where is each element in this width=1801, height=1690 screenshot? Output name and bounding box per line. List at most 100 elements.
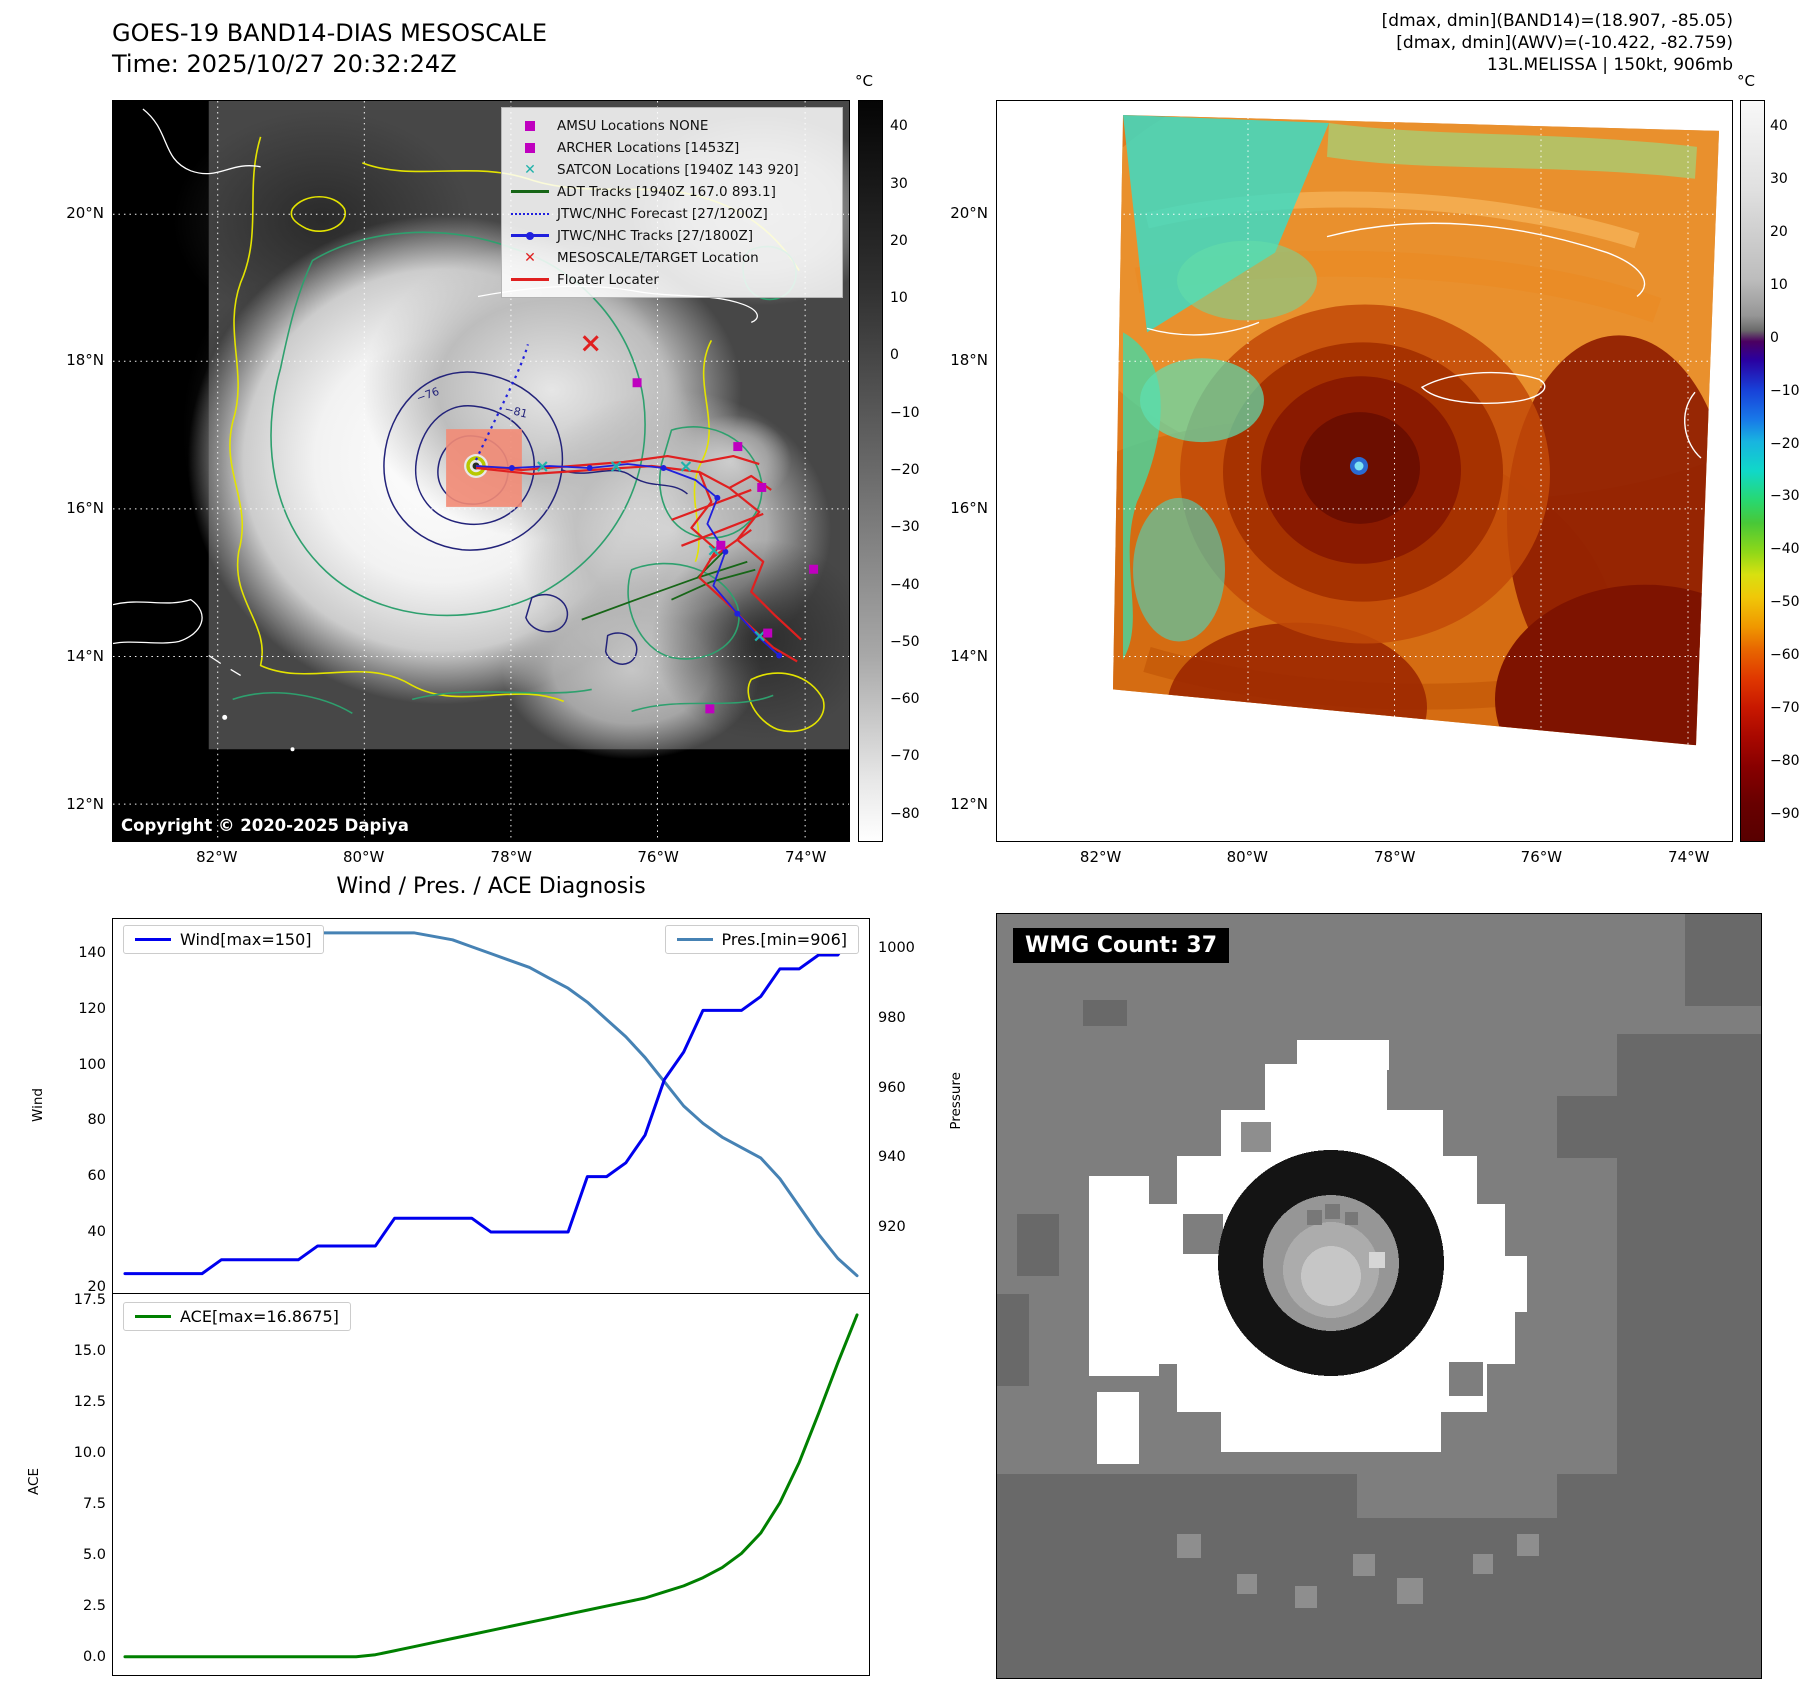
legend-label: ADT Tracks [1940Z 167.0 893.1] [557, 183, 776, 200]
line-marker-icon [511, 212, 549, 215]
lon-tick-label: 80°W [1226, 848, 1269, 866]
series-line [123, 925, 859, 1276]
wind-legend-line [135, 937, 171, 942]
square-marker-icon [511, 141, 549, 155]
legend-label: AMSU Locations NONE [557, 117, 709, 134]
colorbar-tick-label: 30 [1770, 171, 1788, 188]
line-marker-icon [511, 273, 549, 287]
colorbar-tick-label: −50 [890, 633, 920, 650]
ace-legend-label: ACE[max=16.8675] [180, 1307, 339, 1326]
colorbar-tick-label: −80 [1770, 752, 1800, 769]
colorbar-tick-label: −20 [1770, 435, 1800, 452]
legend-label: JTWC/NHC Tracks [27/1800Z] [557, 227, 754, 244]
ace-chart: ACE[max=16.8675] [112, 1293, 870, 1676]
colorbar-tick-label: −10 [1770, 382, 1800, 399]
lat-tick-label: 18°N [950, 351, 988, 370]
dot-marker-icon [526, 231, 534, 240]
pressure-legend-label: Pres.[min=906] [721, 930, 847, 949]
dotted-marker-icon [511, 207, 549, 221]
awv-lat-axis: 20°N 18°N 16°N 14°N 12°N [920, 100, 988, 842]
axis-tick-label: 2.5 [82, 1597, 106, 1614]
band14-legend: AMSU Locations NONE ARCHER Locations [145… [501, 107, 843, 298]
lon-tick-label: 78°W [490, 848, 532, 866]
axis-tick-label: 5.0 [82, 1546, 106, 1563]
legend-label: SATCON Locations [1940Z 143 920] [557, 161, 799, 178]
storm-intensity-line: 13L.MELISSA | 150kt, 906mb [1486, 55, 1733, 75]
legend-item: AMSU Locations NONE [511, 115, 833, 136]
band14-colorbar [858, 100, 883, 842]
axis-tick-label: 15.0 [73, 1343, 106, 1360]
colorbar-tick-label: −90 [1770, 805, 1800, 822]
axis-tick-label: 960 [878, 1079, 906, 1096]
colorbar-tick-label: −70 [890, 748, 920, 765]
lon-tick-label: 78°W [1373, 848, 1416, 866]
satcon-markers [537, 461, 766, 642]
colorbar-tick-label: 10 [890, 290, 908, 307]
lon-tick-label: 82°W [196, 848, 238, 866]
lat-tick-label: 12°N [950, 794, 988, 813]
colorbar-tick-label: −40 [890, 576, 920, 593]
wmg-speckles [1177, 1534, 1539, 1608]
x-marker-icon: ✕ [524, 161, 536, 178]
wmg-black-ring [1218, 1150, 1444, 1376]
series-line [123, 931, 859, 1278]
band14-title-line1: GOES-19 BAND14-DIAS MESOSCALE [112, 19, 548, 47]
band14-lat-axis: 20°N 18°N 16°N 14°N 12°N [36, 100, 104, 842]
lat-tick-label: 16°N [66, 498, 104, 517]
axis-tick-label: 20 [87, 1279, 106, 1296]
wmg-dark-regions [997, 914, 1761, 1678]
diagnosis-title: Wind / Pres. / ACE Diagnosis [336, 874, 646, 899]
legend-label: MESOSCALE/TARGET Location [557, 249, 759, 266]
ace-legend-line [135, 1314, 171, 1319]
x-marker-icon: ✕ [524, 249, 536, 266]
axis-tick-label: 100 [78, 1056, 106, 1073]
legend-item: ✕ SATCON Locations [1940Z 143 920] [511, 159, 833, 180]
legend-label: JTWC/NHC Forecast [27/1200Z] [557, 205, 768, 222]
lat-tick-label: 20°N [66, 203, 104, 222]
awv-map-panel [996, 100, 1733, 842]
contours-navy [383, 371, 688, 665]
lon-tick-label: 76°W [1520, 848, 1563, 866]
colorbar-tick-label: −60 [890, 691, 920, 708]
lon-tick-label: 80°W [342, 848, 385, 866]
legend-item: ✕ MESOSCALE/TARGET Location [511, 247, 833, 268]
axis-tick-label: 12.5 [73, 1394, 106, 1410]
awv-lon-axis: 82°W 80°W 78°W 76°W 74°W [996, 848, 1733, 870]
axis-tick-label: 940 [878, 1149, 906, 1166]
archer-markers [632, 378, 819, 714]
lat-tick-label: 18°N [66, 351, 104, 370]
colorbar-tick-label: −30 [890, 519, 920, 536]
ace-legend: ACE[max=16.8675] [123, 1302, 351, 1331]
colorbar-tick-label: −20 [890, 462, 920, 478]
pressure-legend: Pres.[min=906] [664, 925, 859, 954]
colorbar-tick-label: 30 [890, 175, 908, 192]
lon-tick-label: 82°W [1079, 848, 1122, 866]
ace-plot-area [123, 1313, 859, 1659]
colorbar-tick-label: −80 [890, 805, 920, 822]
grid-lines [113, 101, 849, 841]
awv-colorbar-unit: °C [1737, 72, 1755, 90]
axis-tick-label: 7.5 [82, 1495, 106, 1512]
wmg-count-badge: WMG Count: 37 [1013, 928, 1230, 963]
axis-tick-label: 0.0 [82, 1648, 106, 1665]
contour-label-inner: −81 [503, 402, 529, 420]
colorbar-tick-label: −10 [890, 404, 920, 421]
line-marker-icon [511, 278, 549, 281]
colorbar-tick-label: −40 [1770, 541, 1800, 558]
awv-grid-lines [997, 101, 1732, 841]
ace-axis-label: ACE [26, 1468, 42, 1495]
colorbar-tick-label: 10 [1770, 277, 1788, 293]
legend-item: JTWC/NHC Forecast [27/1200Z] [511, 203, 833, 224]
axis-tick-label: 920 [878, 1218, 906, 1235]
awv-colorbar-ticks: 40 30 20 10 0 −10 −20 −30 −40 −50 −60 −70 −80 −90 [1770, 100, 1801, 842]
square-marker-icon [511, 119, 549, 133]
colorbar-tick-label: 40 [890, 118, 908, 135]
awv-coastlines [1146, 222, 1702, 459]
axis-tick-label: 80 [87, 1112, 106, 1129]
band14-title-line2: Time: 2025/10/27 20:32:24Z [112, 50, 457, 78]
square-marker-icon [525, 142, 535, 153]
line-marker-icon [511, 190, 549, 193]
square-marker-icon [525, 120, 535, 131]
awv-colorbar [1740, 100, 1765, 842]
axis-tick-label: 10.0 [73, 1444, 106, 1461]
